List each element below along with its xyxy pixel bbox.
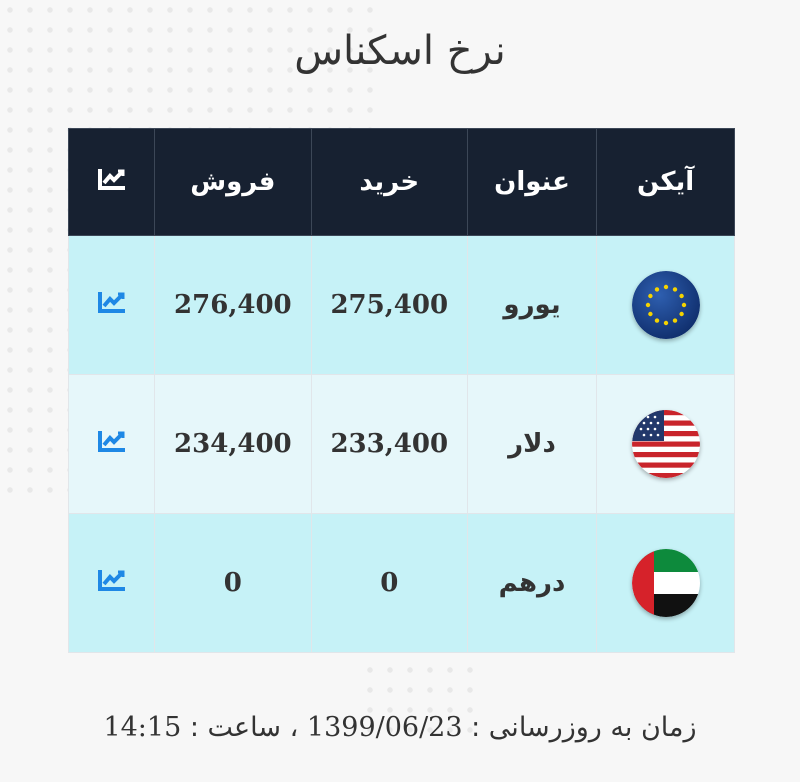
- sell-price: 234,400: [154, 374, 312, 514]
- chart-cell: [67, 513, 156, 653]
- currency-title: درهم: [466, 513, 598, 653]
- header-title: عنوان: [466, 128, 598, 236]
- header-icon: آیکن: [596, 128, 735, 236]
- sell-price: 276,400: [154, 235, 312, 375]
- chart-line-icon: [97, 167, 127, 198]
- table-row: درهم 0 0: [67, 513, 735, 653]
- chart-cell: [67, 235, 156, 375]
- eu-flag-icon: [631, 271, 700, 339]
- currency-rates-table: آیکن عنوان خرید فروش: [67, 128, 735, 653]
- uae-flag-icon: [631, 549, 700, 617]
- sell-price: 0: [154, 513, 312, 653]
- currency-title: یورو: [466, 235, 598, 375]
- currency-title: دلار: [466, 374, 598, 514]
- us-flag-icon: [631, 410, 700, 478]
- table-row: یورو 275,400 276,400: [67, 235, 735, 375]
- header-sell: فروش: [154, 128, 312, 236]
- update-separator: ،: [289, 712, 299, 743]
- chart-line-icon[interactable]: [97, 429, 127, 460]
- table-header-row: آیکن عنوان خرید فروش: [67, 128, 735, 236]
- chart-cell: [67, 374, 156, 514]
- buy-price: 0: [310, 513, 468, 653]
- flag-cell: [596, 374, 735, 514]
- update-label: زمان به روزرسانی :: [471, 712, 697, 743]
- chart-line-icon[interactable]: [97, 290, 127, 321]
- last-update-text: زمان به روزرسانی : 1399/06/23 ، ساعت : 1…: [0, 712, 800, 743]
- chart-line-icon[interactable]: [97, 568, 127, 599]
- flag-cell: [596, 235, 735, 375]
- page-title: نرخ اسکناس: [294, 28, 506, 74]
- table-row: دلار 233,400 234,400: [67, 374, 735, 514]
- buy-price: 275,400: [310, 235, 468, 375]
- buy-price: 233,400: [310, 374, 468, 514]
- flag-cell: [596, 513, 735, 653]
- update-date: 1399/06/23: [306, 712, 463, 743]
- background-dot-pattern: [360, 660, 480, 740]
- header-buy: خرید: [310, 128, 468, 236]
- time-label: ساعت :: [189, 712, 281, 743]
- header-chart: [67, 128, 156, 236]
- update-time: 14:15: [103, 712, 182, 743]
